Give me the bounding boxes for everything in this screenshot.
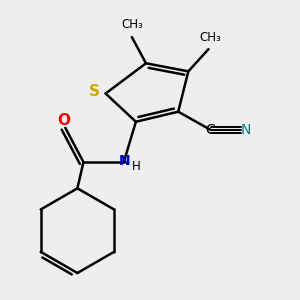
Text: O: O: [57, 113, 70, 128]
Text: CH₃: CH₃: [200, 31, 221, 44]
Text: N: N: [118, 154, 130, 168]
Text: N: N: [240, 123, 251, 137]
Text: CH₃: CH₃: [121, 18, 143, 32]
Text: H: H: [131, 160, 140, 173]
Text: S: S: [89, 84, 100, 99]
Text: C: C: [206, 123, 215, 137]
